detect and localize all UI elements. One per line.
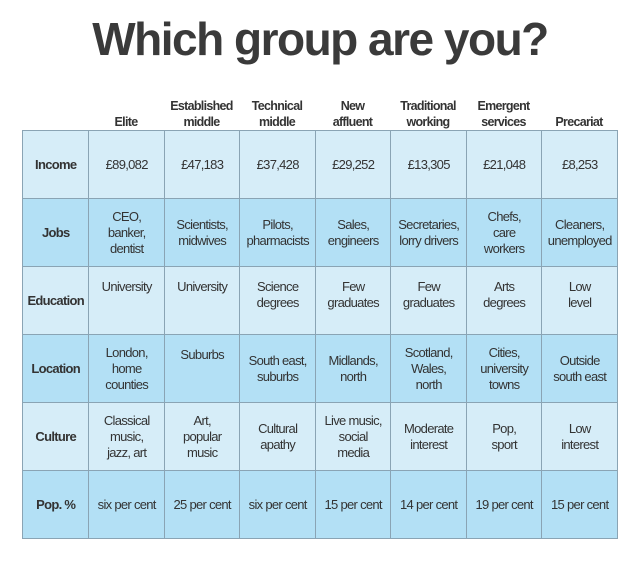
table-cell: Moderate interest	[390, 402, 467, 471]
column-header: Traditional working	[400, 99, 456, 129]
table-cell: Live music, social media	[314, 402, 392, 471]
row-header: Location	[21, 334, 90, 403]
table-cell: CEO, banker, dentist	[88, 198, 165, 267]
table-cell: £29,252	[314, 130, 392, 199]
table-cell: London, home counties	[88, 334, 165, 403]
table-cell: Low level	[541, 266, 618, 335]
row-header: Income	[21, 130, 90, 199]
table-cell: Classical music, jazz, art	[88, 402, 165, 471]
table-cell: £47,183	[163, 130, 241, 199]
table-cell: Pilots, pharmacists	[239, 198, 316, 267]
table-cell: Few graduates	[314, 266, 392, 335]
table-cell: Midlands, north	[314, 334, 392, 403]
table-cell: 14 per cent	[390, 470, 467, 539]
class-groups-table: Income £89,082 £47,183 £37,428 £29,252 £13,30…	[21, 130, 618, 539]
column-header: Emergent services	[477, 99, 530, 129]
row-header: Pop. %	[21, 470, 90, 539]
column-header: Elite	[114, 115, 139, 129]
table-cell: £21,048	[465, 130, 543, 199]
table-cell: Scientists, midwives	[163, 198, 241, 267]
table-cell: Art, popular music	[163, 402, 241, 471]
row-header: Education	[21, 266, 90, 335]
column-header: Technical middle	[251, 99, 303, 129]
table-cell: six per cent	[239, 470, 316, 539]
table-cell: Scotland, Wales, north	[390, 334, 467, 403]
table-cell: University	[88, 266, 165, 335]
table-row: Education University University Science deg…	[21, 266, 618, 335]
column-header: Established middle	[170, 99, 233, 129]
table-cell: Low interest	[541, 402, 618, 471]
table-cell: Few graduates	[390, 266, 467, 335]
table-cell: Science degrees	[239, 266, 316, 335]
table-cell: £13,305	[390, 130, 467, 199]
table-cell: Cities, university towns	[465, 334, 543, 403]
table-cell: Cultural apathy	[239, 402, 316, 471]
table-cell: £37,428	[239, 130, 316, 199]
table-cell: Chefs, care workers	[465, 198, 543, 267]
table-cell: £8,253	[541, 130, 618, 199]
table-cell: University	[163, 266, 241, 335]
page-title: Which group are you?	[92, 13, 549, 65]
table-cell: Arts degrees	[465, 266, 543, 335]
row-header: Culture	[21, 402, 90, 471]
table-cell: £89,082	[88, 130, 165, 199]
table-cell: Secretaries, lorry drivers	[390, 198, 467, 267]
row-header: Jobs	[21, 198, 90, 267]
table-row: Income £89,082 £47,183 £37,428 £29,252 £13,30…	[21, 130, 618, 199]
table-cell: 19 per cent	[465, 470, 543, 539]
table-cell: South east, suburbs	[239, 334, 316, 403]
table-row: Pop. % six per cent 25 per cent six per cen…	[21, 470, 618, 539]
column-header: Precariat	[555, 115, 603, 129]
table-cell: six per cent	[88, 470, 165, 539]
table-cell: Suburbs	[163, 334, 241, 403]
table-row: Jobs CEO, banker, dentist Scientists, midw…	[21, 198, 618, 267]
table-cell: Pop, sport	[465, 402, 543, 471]
table-cell: Cleaners, unemployed	[541, 198, 618, 267]
table-cell: 15 per cent	[314, 470, 392, 539]
table-cell: 25 per cent	[163, 470, 241, 539]
table-row: Location London, home counties Suburbs Sout…	[21, 334, 618, 403]
table-row: Culture Classical music, jazz, art Art, po…	[21, 402, 618, 471]
column-header: New affluent	[332, 99, 373, 129]
table-cell: Outside south east	[541, 334, 618, 403]
table-cell: 15 per cent	[541, 470, 618, 539]
table-cell: Sales, engineers	[314, 198, 392, 267]
